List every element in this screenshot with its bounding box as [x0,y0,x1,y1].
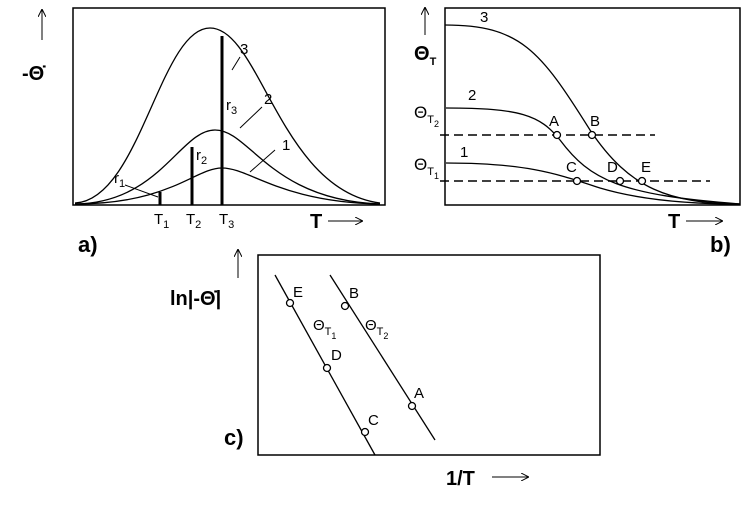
curve-label: 1 [282,137,290,154]
leader [124,184,159,198]
point-label: B [349,285,359,302]
point [407,401,417,411]
curve [445,107,741,205]
frame [72,7,386,206]
point-label: A [549,113,559,130]
panel-b: ΘT ΘT2 ΘT1 3 2 1 A B C D E T b) [414,7,741,257]
frame [257,254,601,456]
curve-label: 3 [480,9,488,26]
rate-label: r2 [196,147,207,167]
level-label: ΘT1 [414,155,439,181]
temperature-label: T1 [154,211,169,231]
curve-label: 1 [460,144,468,161]
point [552,130,562,140]
point [637,176,647,186]
rate-label: r3 [226,97,237,117]
point [572,176,582,186]
frame [444,7,741,206]
y-axis-label: ΘT [414,43,437,68]
curve [74,27,381,204]
point-label: D [331,347,342,364]
curve-label: 2 [468,87,476,104]
panel-label: c) [224,425,244,450]
point [360,427,370,437]
point [285,298,295,308]
level-label: ΘT2 [414,103,439,129]
point [340,301,350,311]
curve [445,162,741,205]
curve-label: 2 [264,91,272,108]
point [322,363,332,373]
point-label: C [368,412,379,429]
x-axis-label: T [668,211,680,233]
panel-label: b) [710,232,731,257]
temperature-label: T2 [186,211,201,231]
line [329,274,436,441]
panel-label: a) [78,232,98,257]
point-label: A [414,385,424,402]
leader [231,56,241,71]
x-axis-label: 1/T [446,468,475,490]
point [587,130,597,140]
y-axis-label: ln|-Θ̇| [170,288,221,310]
temperature-label: T3 [219,211,234,231]
rate-label: r1 [114,170,125,190]
panel-a: -Θ̇ T a) 1 2 3 r1 r2 r3 T1 T2 T3 [22,7,386,257]
point-label: D [607,159,618,176]
point-label: C [566,159,577,176]
point-label: E [641,159,651,176]
point-label: E [293,284,303,301]
y-axis-label: -Θ̇ [22,63,46,85]
x-axis-label: T [310,211,322,233]
leader [239,106,263,129]
line-label: ΘT2 [365,317,388,341]
panel-c: ln|-Θ̇| c) E D C B A ΘT1 ΘT2 1/T [170,250,601,490]
curve-label: 3 [240,41,248,58]
point [615,176,625,186]
curve [74,129,381,205]
point-label: B [590,113,600,130]
leader [249,149,276,173]
line-label: ΘT1 [313,317,336,341]
